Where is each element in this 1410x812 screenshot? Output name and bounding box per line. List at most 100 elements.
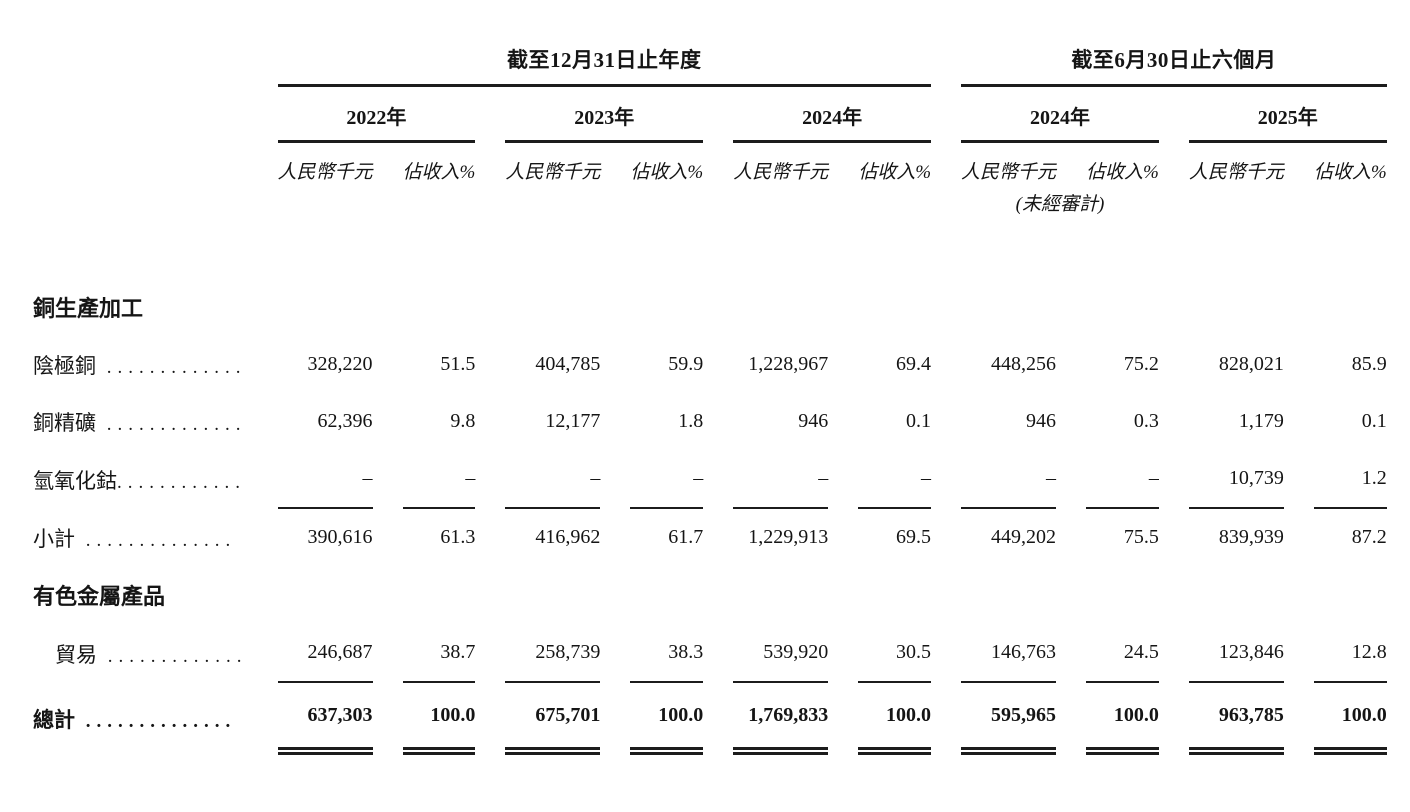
row-cathode-copper: 陰極銅 ............. 328,220 51.5 404,785 5… [33,336,1387,393]
percent-cell: 24.5 [1086,624,1159,683]
amount-cell: 1,228,967 [748,353,829,375]
row-copper-concentrate: 銅精礦 ............. 62,396 9.8 12,177 1.8 … [33,393,1387,450]
percent-cell: 69.4 [896,353,932,375]
amount-cell: 946 [1026,410,1057,432]
amount-cell: 1,229,913 [748,526,829,548]
amount-cell: 828,021 [1218,353,1284,375]
percent-cell: 75.2 [1123,353,1159,375]
amount-column-header: 人民幣千元 [733,162,829,183]
unaudited-note-row: (未經審計) [33,184,1387,216]
percent-cell: 75.5 [1123,526,1159,548]
year-header-row: 2022年 2023年 2024年 2024年 2025年 [33,87,1387,143]
year-header-2025-interim: 2025年 [1188,87,1387,143]
amount-column-header: 人民幣千元 [505,162,601,183]
section-copper-production: 銅生產加工 [33,216,1387,336]
percent-column-header: 佔收入% [402,162,476,183]
amount-cell: 946 [798,410,829,432]
percent-cell: – [858,450,932,509]
percent-cell: 59.9 [668,353,704,375]
section-label: 有色金屬產品 [33,584,166,609]
percent-cell: 0.3 [1133,410,1159,432]
amount-cell: 839,939 [1218,526,1284,548]
percent-cell: – [1086,450,1159,509]
percent-cell: 100.0 [1086,683,1159,755]
unaudited-note: (未經審計) [1015,194,1105,215]
percent-cell: 100.0 [1313,683,1387,755]
dot-leader: ............. [97,645,248,667]
row-trading: 貿易 ............. 246,687 38.7 258,739 38… [33,624,1387,683]
percent-cell: 61.3 [440,526,476,548]
row-label: 陰極銅 ............. [33,353,247,378]
amount-cell: 1,179 [1238,410,1284,432]
amount-cell: 1,769,833 [733,683,829,755]
amount-cell: 416,962 [535,526,601,548]
amount-cell: 637,303 [277,683,373,755]
amount-cell: 448,256 [991,353,1057,375]
percent-cell: 100.0 [858,683,932,755]
dot-leader: .............. [75,529,237,551]
amount-cell: 390,616 [307,526,373,548]
period-group-interim: 截至6月30日止六個月 [961,44,1387,87]
year-header-2023: 2023年 [505,87,704,143]
amount-cell: 963,785 [1188,683,1284,755]
percent-cell: 69.5 [896,526,932,548]
percent-cell: 100.0 [402,683,476,755]
amount-column-header: 人民幣千元 [277,162,373,183]
amount-cell: – [505,450,601,509]
percent-cell: 0.1 [906,410,932,432]
percent-column-header: 佔收入% [1086,162,1159,183]
year-header-2024-interim: 2024年 [961,87,1159,143]
amount-cell: 62,396 [317,410,373,432]
row-label: 貿易 ............. [55,642,248,667]
percent-cell: 38.3 [630,624,704,683]
percent-column-header: 佔收入% [630,162,704,183]
dot-leader: ............ [117,471,246,493]
percent-cell: 9.8 [450,410,476,432]
row-label: 總計 .............. [33,708,237,732]
percent-cell: – [402,450,476,509]
percent-cell: 1.2 [1313,450,1387,509]
section-nonferrous-metal-products: 有色金屬產品 [33,566,1387,624]
amount-cell: 595,965 [961,683,1057,755]
amount-cell: 328,220 [307,353,373,375]
amount-cell: 10,739 [1188,450,1284,509]
period-group-annual: 截至12月31日止年度 [277,44,932,87]
amount-cell: – [961,450,1057,509]
revenue-breakdown-table: 截至12月31日止年度 截至6月30日止六個月 2022年 2023年 2024… [3,44,1410,755]
dot-leader: ............. [96,413,247,435]
amount-cell: 12,177 [545,410,601,432]
amount-cell: 404,785 [535,353,601,375]
percent-cell: 12.8 [1313,624,1387,683]
row-cobalt-hydroxide: 氫氧化鈷............ – – – – – – – – 10,739 … [33,450,1387,509]
row-label: 氫氧化鈷............ [33,468,246,493]
amount-column-header: 人民幣千元 [961,162,1057,183]
amount-cell: 539,920 [733,624,829,683]
percent-cell: 85.9 [1351,353,1387,375]
year-header-2022: 2022年 [277,87,476,143]
label-column-spacer [33,44,248,87]
dot-leader: .............. [75,711,237,732]
year-header-2024: 2024年 [733,87,932,143]
percent-column-header: 佔收入% [858,162,932,183]
percent-cell: 1.8 [678,410,704,432]
amount-cell: 146,763 [961,624,1057,683]
amount-cell: 258,739 [505,624,601,683]
amount-cell: – [277,450,373,509]
amount-cell: 675,701 [505,683,601,755]
percent-column-header: 佔收入% [1313,162,1387,183]
percent-cell: 30.5 [858,624,932,683]
section-label: 銅生產加工 [33,296,144,321]
amount-cell: – [733,450,829,509]
percent-cell: 100.0 [630,683,704,755]
row-label: 小計 .............. [33,526,237,551]
amount-cell: 123,846 [1188,624,1284,683]
amount-cell: 246,687 [277,624,373,683]
period-group-header-row: 截至12月31日止年度 截至6月30日止六個月 [33,44,1387,87]
percent-cell: 61.7 [668,526,704,548]
row-total: 總計 .............. 637,303 100.0 675,701 … [33,683,1387,755]
percent-cell: 51.5 [440,353,476,375]
column-header-row: 人民幣千元 佔收入% 人民幣千元 佔收入% 人民幣千元 佔收入% 人民幣千元 佔… [33,143,1387,184]
percent-cell: 0.1 [1361,410,1387,432]
amount-cell: 449,202 [991,526,1057,548]
percent-cell: – [630,450,704,509]
